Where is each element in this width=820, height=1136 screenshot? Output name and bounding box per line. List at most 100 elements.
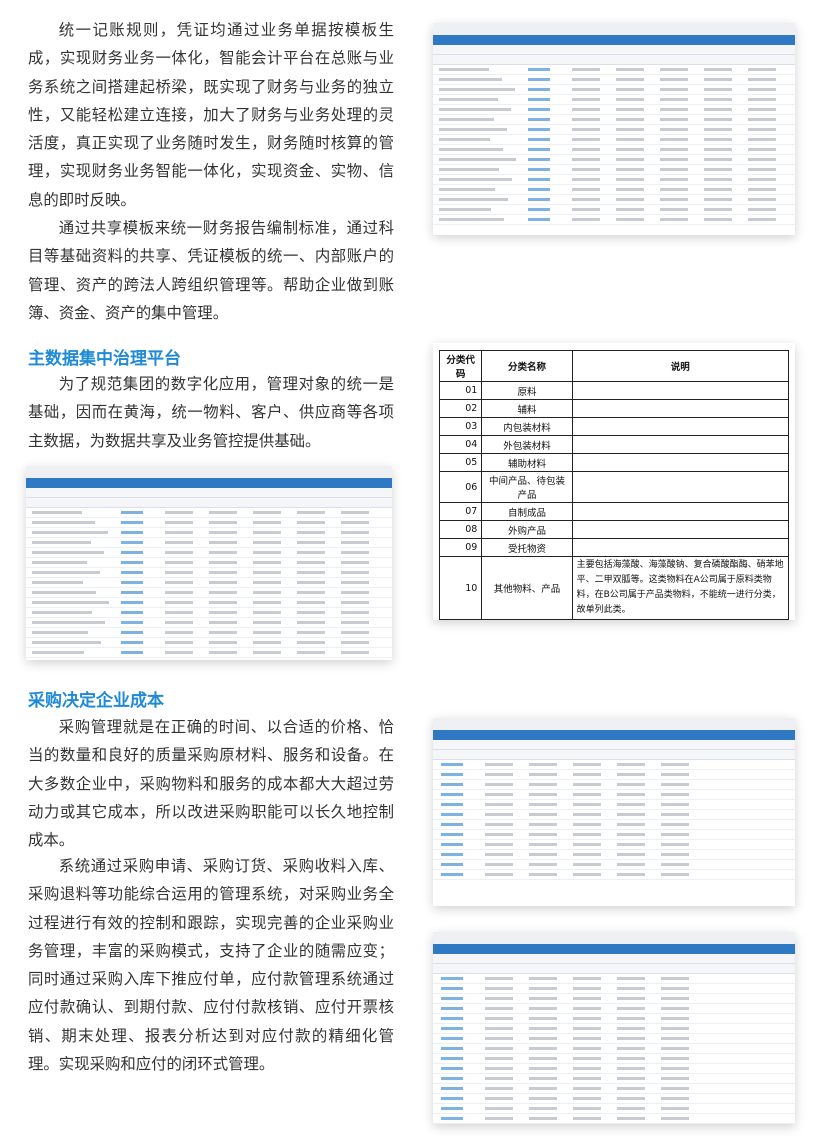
table-cell: 07 <box>438 502 483 521</box>
cell <box>121 621 143 624</box>
cell <box>485 793 513 796</box>
grid-row <box>433 974 795 984</box>
cell <box>485 1067 513 1070</box>
cell <box>616 168 644 171</box>
cell <box>748 108 776 111</box>
cell <box>616 178 644 181</box>
cell <box>441 863 463 866</box>
cell <box>441 853 463 856</box>
cell <box>297 561 325 564</box>
cell <box>529 1057 557 1060</box>
grid-row <box>433 760 795 770</box>
table-cell: 主要包括海藻酸、海藻酸钠、复合磷酸酯酶、硝苯地平、二甲双胍等。这类物料在A公司属… <box>571 556 790 620</box>
cell <box>616 88 644 91</box>
cell <box>616 68 644 71</box>
cell <box>297 531 325 534</box>
tree-item <box>439 208 491 211</box>
table-cell <box>571 520 790 539</box>
table-cell: 受托物资 <box>481 538 573 557</box>
table-cell: 01 <box>438 381 483 400</box>
grid-row <box>26 648 392 658</box>
grid-row <box>433 125 795 135</box>
cell <box>341 551 369 554</box>
grid-row <box>433 1024 795 1034</box>
cell <box>165 591 193 594</box>
table-row: 20低值易耗品 <box>438 619 790 620</box>
grid-row <box>433 790 795 800</box>
tree-item <box>32 611 92 614</box>
cell <box>441 1047 463 1050</box>
tree-item <box>439 138 490 141</box>
table-row: 03 内包装材料 <box>438 417 790 436</box>
cell <box>253 651 281 654</box>
cell <box>616 128 644 131</box>
grid-row <box>433 1084 795 1094</box>
grid-row <box>433 65 795 75</box>
table-cell: 外购产品 <box>481 520 573 539</box>
cell <box>660 158 688 161</box>
cell <box>441 1057 463 1060</box>
cell <box>485 833 513 836</box>
cell <box>617 1047 645 1050</box>
cell <box>441 1017 463 1020</box>
cell <box>661 853 689 856</box>
cell <box>485 997 513 1000</box>
screenshot <box>433 718 795 906</box>
cell <box>253 581 281 584</box>
cell <box>165 641 193 644</box>
cell <box>573 1007 601 1010</box>
cell <box>572 128 600 131</box>
cell <box>528 108 550 111</box>
cell <box>441 783 463 786</box>
table-cell: 其他物料、产品 <box>481 556 573 620</box>
cell <box>573 1107 601 1110</box>
window-bar <box>433 718 795 730</box>
cell <box>617 977 645 980</box>
cell <box>661 1117 689 1120</box>
grid-row <box>433 860 795 870</box>
grid-row <box>26 508 392 518</box>
cell <box>660 198 688 201</box>
cell <box>661 833 689 836</box>
cell <box>121 541 143 544</box>
cell <box>661 763 689 766</box>
cell <box>485 853 513 856</box>
cell <box>485 987 513 990</box>
cell <box>529 987 557 990</box>
cell <box>704 198 732 201</box>
screenshot <box>433 23 795 235</box>
cell <box>485 1017 513 1020</box>
cell <box>341 611 369 614</box>
grid-row <box>433 850 795 860</box>
tree-item <box>32 561 87 564</box>
cell <box>572 98 600 101</box>
cell <box>573 823 601 826</box>
cell <box>660 68 688 71</box>
cell <box>660 148 688 151</box>
cell <box>617 987 645 990</box>
grid-row <box>433 1014 795 1024</box>
cell <box>528 168 550 171</box>
cell <box>748 188 776 191</box>
cell <box>572 108 600 111</box>
cell <box>297 611 325 614</box>
cell <box>441 773 463 776</box>
tree-item <box>439 218 504 221</box>
cell <box>529 773 557 776</box>
table-cell <box>571 435 790 454</box>
header-cell: 说明 <box>571 350 790 382</box>
grid-row <box>433 770 795 780</box>
cell <box>297 521 325 524</box>
cell <box>485 863 513 866</box>
tree-item <box>439 178 512 181</box>
toolbar <box>26 488 392 498</box>
cell <box>209 531 237 534</box>
cell <box>253 641 281 644</box>
cell <box>485 1097 513 1100</box>
cell <box>165 531 193 534</box>
cell <box>573 763 601 766</box>
tree-item <box>32 591 96 594</box>
grid-row <box>26 558 392 568</box>
cell <box>529 997 557 1000</box>
cell <box>660 88 688 91</box>
